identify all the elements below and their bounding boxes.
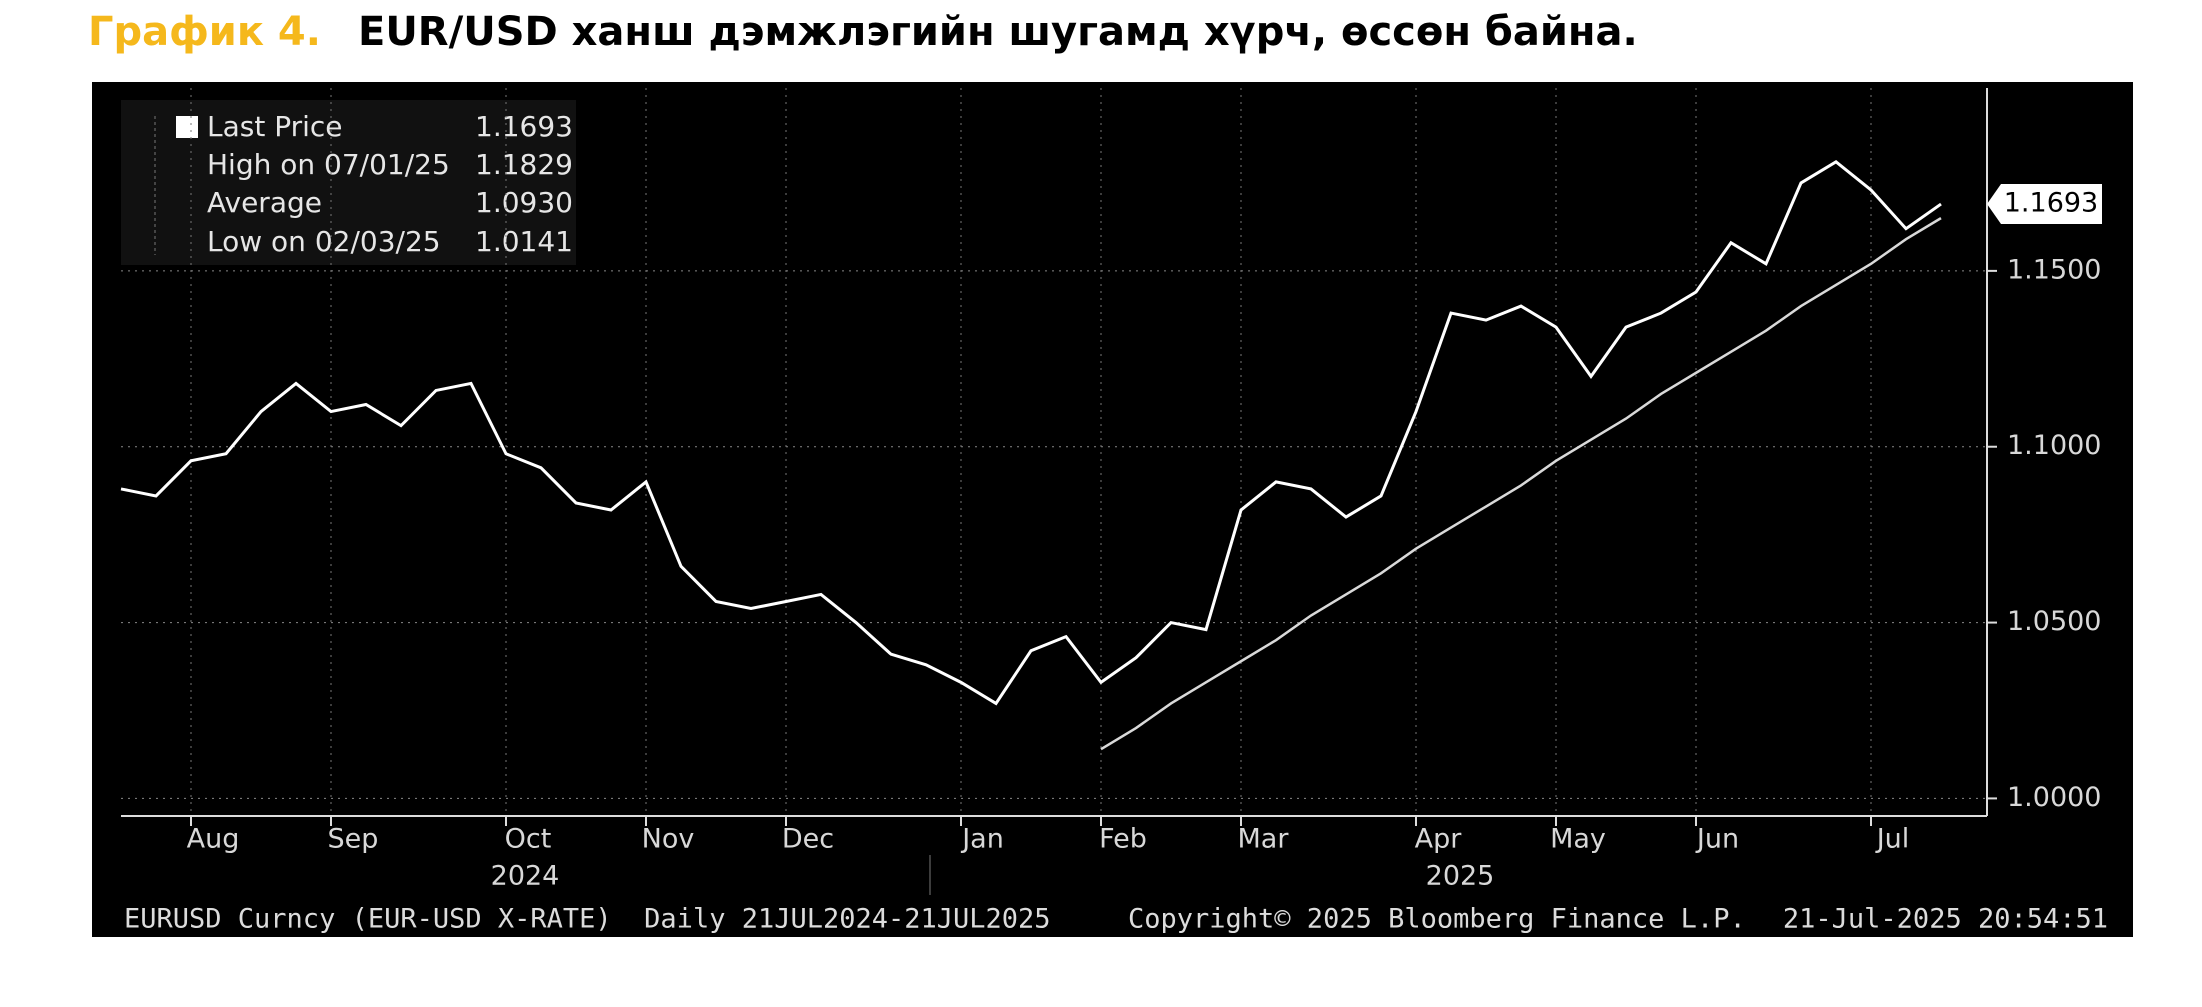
y-tick-label: 1.0000 bbox=[2007, 782, 2101, 813]
x-tick-label: Aug bbox=[187, 824, 240, 855]
legend-value: 1.0141 bbox=[475, 225, 573, 258]
y-tick-label: 1.1000 bbox=[2007, 430, 2101, 461]
legend-value: 1.1693 bbox=[475, 110, 573, 143]
legend-swatch bbox=[176, 116, 198, 138]
x-tick-label: May bbox=[1550, 824, 1606, 855]
legend-label: Low on 02/03/25 bbox=[207, 225, 441, 258]
legend-value: 1.0930 bbox=[475, 186, 573, 219]
year-label: 2025 bbox=[1426, 861, 1495, 892]
title: EUR/USD ханш дэмжлэгийн шугамд хүрч, өсс… bbox=[358, 9, 1638, 55]
price-line bbox=[120, 160, 1942, 706]
last-price-label: 1.1693 bbox=[2004, 188, 2098, 219]
x-tick-label: Jun bbox=[1695, 824, 1739, 855]
y-tick-label: 1.0500 bbox=[2007, 606, 2101, 637]
trendline bbox=[1100, 217, 1942, 751]
title-prefix: График 4. bbox=[88, 9, 321, 55]
x-tick-label: Mar bbox=[1238, 824, 1290, 855]
x-tick-label: Feb bbox=[1099, 824, 1147, 855]
footer-right: 21-Jul-2025 20:54:51 bbox=[1783, 904, 2108, 935]
legend-label: High on 07/01/25 bbox=[207, 148, 450, 181]
year-label: 2024 bbox=[491, 861, 560, 892]
last-price-box bbox=[1987, 184, 2102, 225]
x-tick-label: Apr bbox=[1415, 824, 1463, 855]
legend-label: Last Price bbox=[207, 110, 343, 143]
legend-label: Average bbox=[207, 186, 322, 219]
x-tick-label: Sep bbox=[328, 824, 379, 855]
footer-center: Copyright© 2025 Bloomberg Finance L.P. bbox=[1128, 904, 1746, 935]
x-tick-label: Jan bbox=[960, 824, 1004, 855]
footer-left: EURUSD Curncy (EUR-USD X-RATE) Daily 21J… bbox=[124, 904, 1051, 935]
x-tick-label: Nov bbox=[642, 824, 695, 855]
x-tick-label: Jul bbox=[1875, 824, 1910, 855]
x-tick-label: Dec bbox=[782, 824, 834, 855]
legend-value: 1.1829 bbox=[475, 148, 573, 181]
x-tick-label: Oct bbox=[505, 824, 552, 855]
y-tick-label: 1.1500 bbox=[2007, 254, 2101, 285]
